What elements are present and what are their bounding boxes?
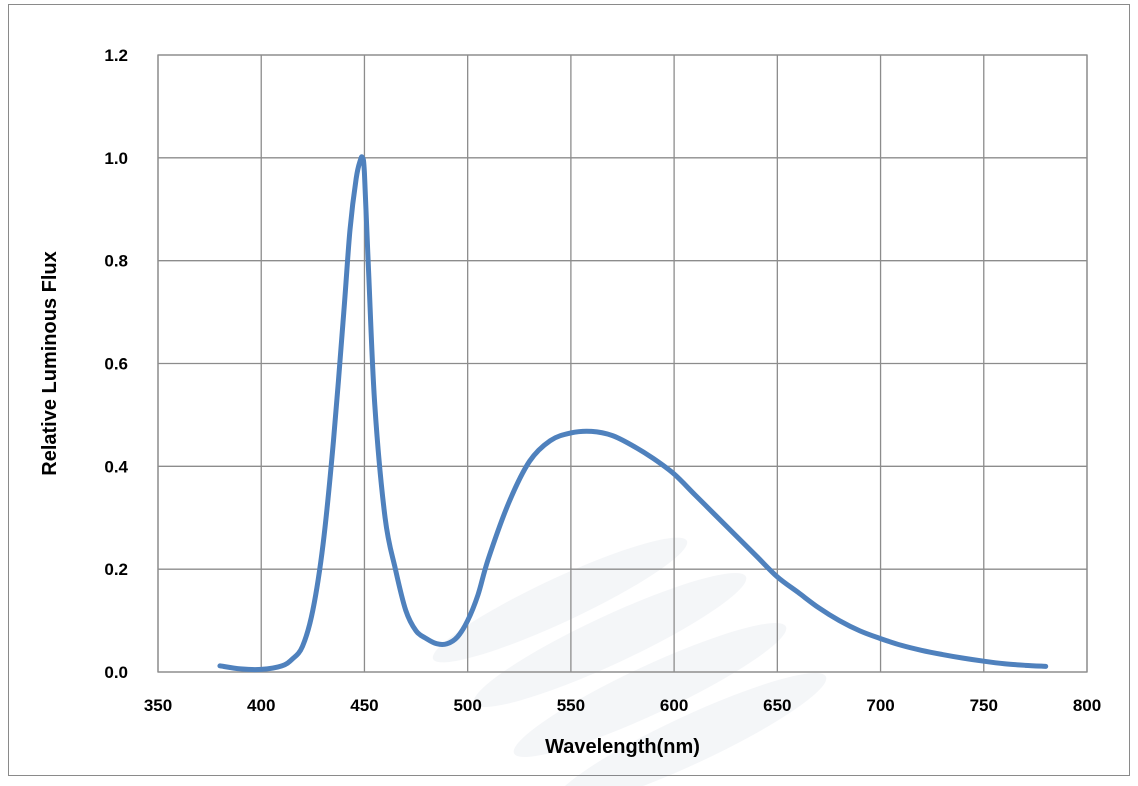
x-axis-title: Wavelength(nm) — [545, 736, 700, 758]
y-tick-label: 1.0 — [104, 149, 128, 168]
x-tick-label: 500 — [453, 696, 481, 715]
watermark-swoosh — [473, 572, 747, 708]
x-tick-label: 550 — [557, 696, 585, 715]
series-line — [217, 154, 1049, 673]
x-tick-label: 600 — [660, 696, 688, 715]
chart-frame — [8, 4, 1130, 776]
watermark-swoosh — [513, 622, 787, 758]
watermark-swoosh — [553, 672, 827, 786]
x-tick-label: 400 — [247, 696, 275, 715]
x-tick-label: 800 — [1073, 696, 1101, 715]
x-tick-label: 650 — [763, 696, 791, 715]
y-tick-label: 0.4 — [104, 457, 128, 476]
y-tick-label: 0.6 — [104, 355, 128, 374]
x-tick-label: 700 — [866, 696, 894, 715]
y-axis-title: Relative Luminous Flux — [39, 251, 61, 475]
y-tick-label: 0.0 — [104, 663, 128, 682]
y-tick-label: 0.2 — [104, 560, 128, 579]
x-tick-label: 350 — [144, 696, 172, 715]
x-tick-label: 750 — [970, 696, 998, 715]
y-tick-label: 1.2 — [104, 46, 128, 65]
x-tick-label: 450 — [350, 696, 378, 715]
plot-area-border — [157, 54, 1088, 673]
y-tick-label: 0.8 — [104, 252, 128, 271]
